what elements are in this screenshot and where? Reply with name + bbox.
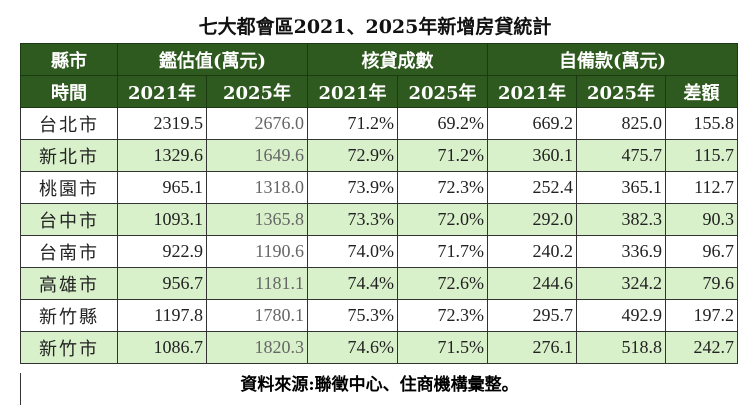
header-city: 縣市 bbox=[20, 43, 118, 76]
mortgage-table: 縣市 鑑估值(萬元) 核貸成數 自備款(萬元) 時間 2021年 2025年 2… bbox=[20, 43, 739, 364]
cell-diff: 115.7 bbox=[665, 139, 739, 172]
table-row: 新北市 1329.6 1649.6 72.9% 71.2% 360.1 475.7 115.7 bbox=[20, 139, 739, 172]
cell-diff: 155.8 bbox=[665, 107, 739, 140]
cell-a25: 1820.3 bbox=[205, 331, 309, 364]
cell-r21: 71.2% bbox=[307, 107, 399, 140]
cell-diff: 197.2 bbox=[665, 299, 739, 332]
cell-a25: 1365.8 bbox=[205, 203, 309, 236]
cell-city: 台南市 bbox=[20, 235, 118, 268]
cell-r21: 73.3% bbox=[307, 203, 399, 236]
cell-diff: 96.7 bbox=[665, 235, 739, 268]
cell-d21: 295.7 bbox=[487, 299, 578, 332]
cell-a25: 1190.6 bbox=[205, 235, 309, 268]
cell-a25: 1649.6 bbox=[205, 139, 309, 172]
cell-diff: 79.6 bbox=[665, 267, 739, 300]
cell-r21: 75.3% bbox=[307, 299, 399, 332]
cell-d25: 365.1 bbox=[576, 171, 667, 204]
header-down-payment: 自備款(萬元) bbox=[487, 43, 739, 76]
cell-a21: 1086.7 bbox=[117, 331, 207, 364]
cell-diff: 90.3 bbox=[665, 203, 739, 236]
cell-diff: 242.7 bbox=[665, 331, 739, 364]
header-year: 2025年 bbox=[397, 75, 489, 108]
table-row: 新竹市 1086.7 1820.3 74.6% 71.5% 276.1 518.8 242.7 bbox=[20, 331, 739, 364]
cell-d25: 518.8 bbox=[576, 331, 667, 364]
cell-d21: 276.1 bbox=[487, 331, 578, 364]
source-note: 資料來源:聯徵中心、住商機構彙整。 bbox=[20, 373, 738, 405]
cell-r25: 69.2% bbox=[397, 107, 489, 140]
cell-r25: 72.0% bbox=[397, 203, 489, 236]
cell-d21: 240.2 bbox=[487, 235, 578, 268]
cell-r25: 72.3% bbox=[397, 299, 489, 332]
cell-a21: 1197.8 bbox=[117, 299, 207, 332]
table-row: 台南市 922.9 1190.6 74.0% 71.7% 240.2 336.9 96.7 bbox=[20, 235, 739, 268]
cell-d25: 336.9 bbox=[576, 235, 667, 268]
cell-d25: 324.2 bbox=[576, 267, 667, 300]
cell-city: 新北市 bbox=[20, 139, 118, 172]
header-year: 2025年 bbox=[205, 75, 309, 108]
cell-d21: 244.6 bbox=[487, 267, 578, 300]
header-diff: 差額 bbox=[665, 75, 739, 108]
cell-r25: 71.5% bbox=[397, 331, 489, 364]
cell-r21: 72.9% bbox=[307, 139, 399, 172]
cell-city: 高雄市 bbox=[20, 267, 118, 300]
cell-r21: 74.6% bbox=[307, 331, 399, 364]
table-row: 台北市 2319.5 2676.0 71.2% 69.2% 669.2 825.0 155.8 bbox=[20, 107, 739, 140]
cell-r21: 73.9% bbox=[307, 171, 399, 204]
cell-a25: 1780.1 bbox=[205, 299, 309, 332]
cell-a25: 1318.0 bbox=[205, 171, 309, 204]
cell-city: 新竹縣 bbox=[20, 299, 118, 332]
cell-a21: 1329.6 bbox=[117, 139, 207, 172]
cell-d25: 382.3 bbox=[576, 203, 667, 236]
cell-a25: 1181.1 bbox=[205, 267, 309, 300]
cell-d25: 475.7 bbox=[576, 139, 667, 172]
cell-d25: 825.0 bbox=[576, 107, 667, 140]
table-title: 七大都會區2021、2025年新增房貸統計 bbox=[198, 16, 552, 38]
cell-r25: 71.7% bbox=[397, 235, 489, 268]
cell-r21: 74.0% bbox=[307, 235, 399, 268]
cell-a21: 956.7 bbox=[117, 267, 207, 300]
header-year: 2021年 bbox=[487, 75, 578, 108]
table-row: 新竹縣 1197.8 1780.1 75.3% 72.3% 295.7 492.9 197.2 bbox=[20, 299, 739, 332]
cell-d21: 669.2 bbox=[487, 107, 578, 140]
cell-d25: 492.9 bbox=[576, 299, 667, 332]
header-year: 2021年 bbox=[117, 75, 207, 108]
cell-r25: 72.6% bbox=[397, 267, 489, 300]
cell-city: 桃園市 bbox=[20, 171, 118, 204]
cell-a25: 2676.0 bbox=[205, 107, 309, 140]
cell-diff: 112.7 bbox=[665, 171, 739, 204]
cell-d21: 292.0 bbox=[487, 203, 578, 236]
cell-d21: 252.4 bbox=[487, 171, 578, 204]
cell-city: 新竹市 bbox=[20, 331, 118, 364]
table-row: 高雄市 956.7 1181.1 74.4% 72.6% 244.6 324.2 79.6 bbox=[20, 267, 739, 300]
table-row: 台中市 1093.1 1365.8 73.3% 72.0% 292.0 382.3 90.3 bbox=[20, 203, 739, 236]
cell-r25: 72.3% bbox=[397, 171, 489, 204]
cell-a21: 1093.1 bbox=[117, 203, 207, 236]
cell-a21: 2319.5 bbox=[117, 107, 207, 140]
header-year: 2021年 bbox=[307, 75, 399, 108]
cell-r25: 71.2% bbox=[397, 139, 489, 172]
table-row: 桃園市 965.1 1318.0 73.9% 72.3% 252.4 365.1 112.7 bbox=[20, 171, 739, 204]
cell-r21: 74.4% bbox=[307, 267, 399, 300]
header-appraisal: 鑑估值(萬元) bbox=[116, 43, 309, 76]
cell-d21: 360.1 bbox=[487, 139, 578, 172]
header-year: 2025年 bbox=[576, 75, 667, 108]
cell-a21: 922.9 bbox=[117, 235, 207, 268]
cell-city: 台中市 bbox=[20, 203, 118, 236]
cell-a21: 965.1 bbox=[117, 171, 207, 204]
header-ratio: 核貸成數 bbox=[307, 43, 489, 76]
cell-city: 台北市 bbox=[20, 107, 118, 140]
header-time: 時間 bbox=[20, 75, 118, 108]
